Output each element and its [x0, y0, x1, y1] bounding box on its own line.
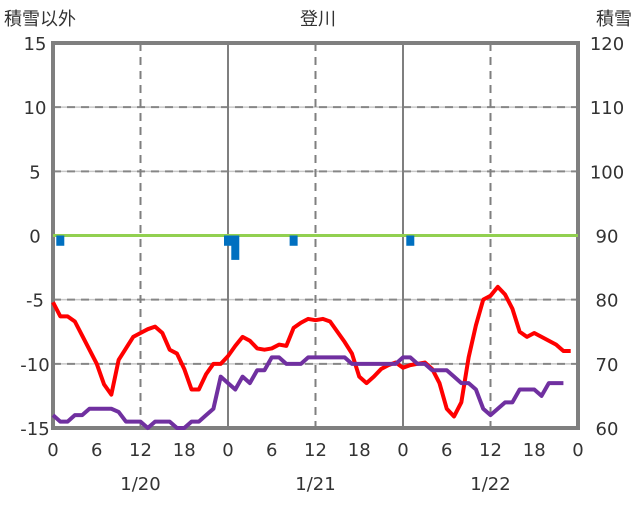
date-label: 1/21 — [295, 474, 335, 495]
y-left-tick: 0 — [29, 227, 40, 248]
y-right-tick: 70 — [596, 355, 619, 376]
y-left-tick: -10 — [20, 355, 49, 376]
y-right-tick: 80 — [596, 291, 619, 312]
x-tick: 6 — [266, 440, 277, 461]
y-left-tick: -15 — [20, 419, 49, 440]
precip-bar — [406, 235, 415, 246]
right-axis-title: 積雪 — [596, 9, 632, 30]
left-axis-title: 積雪以外 — [4, 9, 76, 30]
y-right-tick: 100 — [590, 162, 624, 183]
x-tick: 6 — [441, 440, 452, 461]
y-right-tick: 90 — [596, 227, 619, 248]
x-tick: 12 — [304, 440, 327, 461]
date-label: 1/22 — [470, 474, 510, 495]
chart-title: 登川 — [300, 9, 336, 30]
x-tick: 0 — [222, 440, 233, 461]
x-tick: 12 — [129, 440, 152, 461]
date-label: 1/20 — [120, 474, 160, 495]
snow-depth-line — [51, 355, 564, 430]
y-right-tick: 60 — [596, 419, 619, 440]
x-tick: 18 — [523, 440, 546, 461]
y-right-tick: 120 — [590, 34, 624, 55]
x-tick: 12 — [479, 440, 502, 461]
x-tick: 18 — [348, 440, 371, 461]
precip-bar — [56, 235, 65, 246]
precip-bar — [231, 235, 240, 260]
precip-bar — [289, 235, 298, 246]
x-tick: 6 — [91, 440, 102, 461]
y-left-tick: 10 — [24, 98, 47, 119]
temperature-line — [51, 284, 571, 419]
x-tick: 0 — [572, 440, 583, 461]
y-right-tick: 110 — [590, 98, 624, 119]
x-tick: 0 — [47, 440, 58, 461]
x-tick: 0 — [397, 440, 408, 461]
y-left-tick: -5 — [26, 291, 44, 312]
x-tick: 18 — [173, 440, 196, 461]
y-left-tick: 5 — [29, 162, 40, 183]
y-left-tick: 15 — [24, 34, 47, 55]
precip-bar — [224, 235, 232, 246]
